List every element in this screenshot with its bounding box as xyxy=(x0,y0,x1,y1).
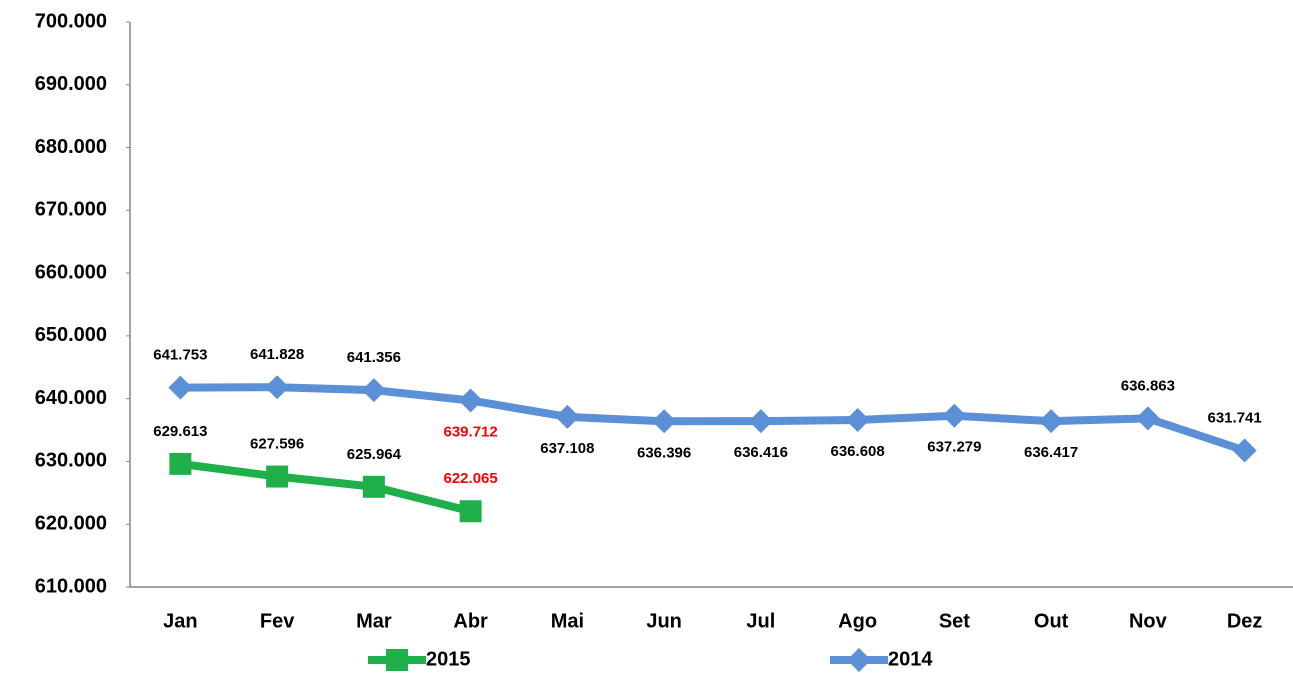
marker xyxy=(459,500,482,523)
y-tick-label: 640.000 xyxy=(35,387,107,409)
marker xyxy=(942,403,967,428)
x-tick-label: Ago xyxy=(838,610,877,632)
y-tick-label: 680.000 xyxy=(35,136,107,158)
marker xyxy=(652,409,677,434)
marker xyxy=(168,375,193,400)
marker xyxy=(266,465,289,488)
marker xyxy=(361,378,386,403)
legend-label: 2015 xyxy=(426,648,471,670)
y-tick-label: 620.000 xyxy=(35,513,107,535)
legend-marker xyxy=(386,649,408,671)
data-label: 627.596 xyxy=(250,436,304,453)
series-line xyxy=(179,459,472,516)
y-tick-label: 700.000 xyxy=(35,10,107,32)
x-tick-label: Set xyxy=(939,610,970,632)
data-label: 637.108 xyxy=(540,440,594,457)
marker xyxy=(1039,409,1064,434)
marker xyxy=(1232,438,1257,463)
data-label: 636.396 xyxy=(637,444,691,461)
x-tick-label: Mai xyxy=(551,610,584,632)
y-tick-label: 630.000 xyxy=(35,450,107,472)
data-label: 639.712 xyxy=(444,423,498,440)
y-tick-label: 690.000 xyxy=(35,73,107,95)
marker xyxy=(362,475,385,498)
x-tick-label: Jun xyxy=(646,610,682,632)
x-tick-label: Nov xyxy=(1129,610,1168,632)
data-label: 641.753 xyxy=(153,347,207,364)
data-label: 636.608 xyxy=(831,443,885,460)
y-tick-label: 650.000 xyxy=(35,324,107,346)
data-label: 641.356 xyxy=(347,349,401,366)
data-label: 625.964 xyxy=(347,446,402,463)
data-label: 641.828 xyxy=(250,346,304,363)
marker xyxy=(1135,406,1160,431)
marker xyxy=(748,409,773,434)
data-label: 622.065 xyxy=(444,470,498,487)
x-tick-label: Dez xyxy=(1227,610,1263,632)
series-line xyxy=(180,383,1246,455)
data-label: 636.417 xyxy=(1024,444,1078,461)
data-label: 629.613 xyxy=(153,423,207,440)
marker xyxy=(458,388,483,413)
data-label: 637.279 xyxy=(927,439,981,456)
y-tick-label: 610.000 xyxy=(35,575,107,597)
marker xyxy=(265,375,290,400)
x-tick-label: Mar xyxy=(356,610,392,632)
legend-marker xyxy=(847,648,871,672)
marker xyxy=(169,452,192,475)
data-label: 631.741 xyxy=(1208,409,1262,426)
marker xyxy=(845,407,870,432)
x-tick-label: Out xyxy=(1034,610,1069,632)
x-tick-label: Jul xyxy=(746,610,775,632)
x-tick-label: Fev xyxy=(260,610,295,632)
marker xyxy=(555,404,580,429)
data-label: 636.863 xyxy=(1121,377,1175,394)
y-tick-label: 660.000 xyxy=(35,261,107,283)
x-tick-label: Jan xyxy=(163,610,197,632)
y-tick-label: 670.000 xyxy=(35,199,107,221)
data-label: 636.416 xyxy=(734,444,788,461)
x-tick-label: Abr xyxy=(453,610,488,632)
legend-label: 2014 xyxy=(888,648,933,670)
